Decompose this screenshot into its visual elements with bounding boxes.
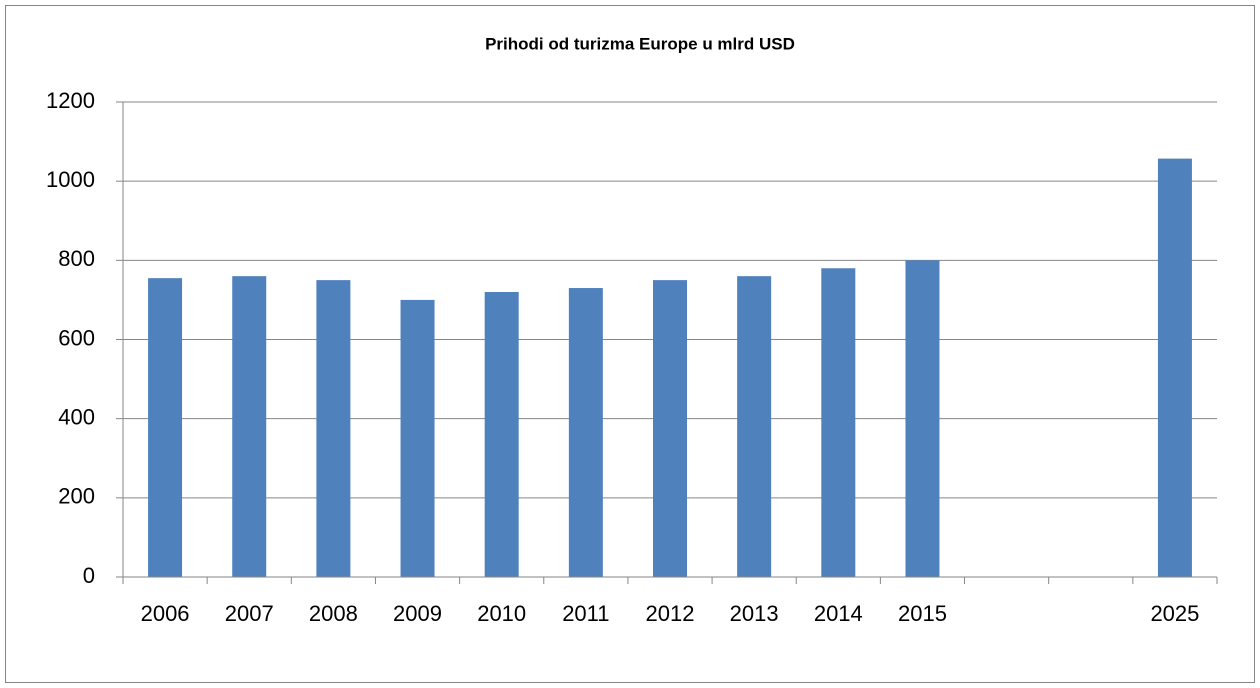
x-tick-label: 2007 <box>225 601 274 626</box>
bar <box>653 280 687 577</box>
x-tick-label: 2011 <box>562 601 609 626</box>
bar <box>568 288 603 577</box>
y-tick-label: 800 <box>58 246 95 271</box>
x-tick-label: 2025 <box>1150 601 1199 626</box>
x-tick-label: 2006 <box>141 601 190 626</box>
bar <box>1157 158 1192 577</box>
x-tick-label: 2015 <box>898 601 947 626</box>
chart-border <box>5 5 1255 683</box>
bar <box>148 278 183 577</box>
y-tick-label: 1000 <box>46 167 95 192</box>
bar <box>400 299 435 577</box>
bar <box>232 276 267 577</box>
bar <box>821 268 856 577</box>
bar <box>484 292 519 577</box>
bar <box>905 260 940 577</box>
x-tick-label: 2009 <box>393 601 442 626</box>
bar <box>737 276 772 577</box>
y-tick-label: 1200 <box>46 88 95 113</box>
x-tick-label: 2012 <box>646 601 695 626</box>
y-tick-label: 600 <box>58 325 95 350</box>
bar <box>316 280 351 577</box>
y-tick-label: 200 <box>58 484 95 509</box>
x-tick-label: 2010 <box>477 601 526 626</box>
x-tick-label: 2014 <box>814 601 863 626</box>
y-tick-label: 400 <box>58 404 95 429</box>
x-tick-label: 2013 <box>730 601 779 626</box>
x-tick-label: 2008 <box>309 601 358 626</box>
y-tick-label: 0 <box>83 563 95 588</box>
chart-title: Prihodi od turizma Europe u mlrd USD <box>485 34 795 53</box>
